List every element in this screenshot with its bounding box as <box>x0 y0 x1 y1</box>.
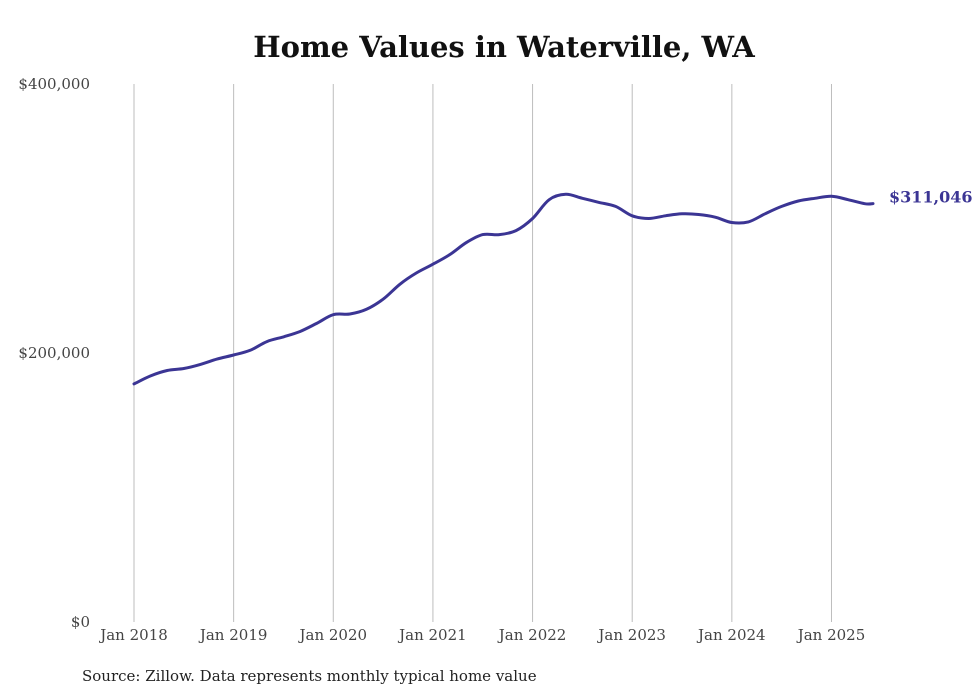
x-tick-label: Jan 2020 <box>297 626 367 644</box>
source-note: Source: Zillow. Data represents monthly … <box>82 667 537 685</box>
end-value-label: $311,046 <box>889 188 973 207</box>
y-tick-label: $0 <box>71 613 90 631</box>
x-tick-label: Jan 2025 <box>796 626 866 644</box>
x-tick-label: Jan 2018 <box>98 626 168 644</box>
gridlines <box>133 84 832 622</box>
y-axis-ticks: $0 $200,000 $400,000 <box>18 75 90 631</box>
chart-title: Home Values in Waterville, WA <box>253 30 755 64</box>
x-tick-label: Jan 2024 <box>696 626 766 644</box>
y-tick-label: $400,000 <box>18 75 90 93</box>
x-axis-ticks: Jan 2018 Jan 2019 Jan 2020 Jan 2021 Jan 2022… <box>98 626 865 644</box>
x-tick-label: Jan 2021 <box>397 626 467 644</box>
x-tick-label: Jan 2023 <box>596 626 666 644</box>
x-tick-label: Jan 2019 <box>198 626 268 644</box>
y-tick-label: $200,000 <box>18 344 90 362</box>
x-tick-label: Jan 2022 <box>497 626 567 644</box>
series-line <box>132 192 875 386</box>
